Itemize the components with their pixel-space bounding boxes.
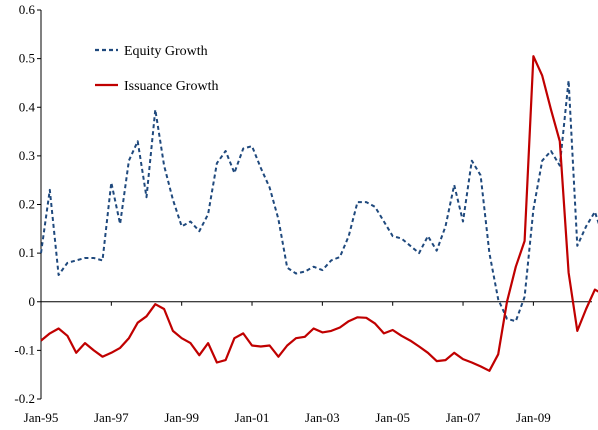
axes [40, 10, 592, 399]
x-tick-label: Jan-99 [164, 410, 199, 425]
x-tick-label: Jan-05 [375, 410, 410, 425]
x-axis-ticks: Jan-95 Jan-97 Jan-99 Jan-01 Jan-03 Jan-05 Jan-… [24, 301, 551, 425]
x-tick-label: Jan-01 [235, 410, 270, 425]
legend-label-equity-growth: Equity Growth [124, 44, 208, 59]
y-tick-label: 0.4 [19, 99, 36, 114]
legend-label-issuance-growth: Issuance Growth [124, 79, 218, 94]
y-tick-label: 0.6 [19, 2, 36, 17]
legend: Equity Growth Issuance Growth [95, 44, 218, 94]
x-tick-label: Jan-97 [94, 410, 129, 425]
y-tick-label: -0.2 [14, 391, 35, 406]
x-tick-label: Jan-09 [516, 410, 551, 425]
x-tick-label: Jan-07 [446, 410, 481, 425]
x-tick-label: Jan-03 [305, 410, 340, 425]
y-tick-label: -0.1 [14, 342, 35, 357]
series-line-equity-growth [40, 79, 598, 323]
y-tick-label: 0.1 [19, 245, 35, 260]
x-tick-label: Jan-95 [24, 410, 59, 425]
y-tick-label: 0 [29, 294, 36, 309]
y-tick-label: 0.2 [19, 197, 35, 212]
series-line-issuance-growth [40, 55, 598, 372]
y-tick-label: 0.3 [19, 148, 35, 163]
y-axis-ticks: -0.2 -0.1 0 0.1 0.2 0.3 0.4 0.5 0.6 [14, 2, 41, 406]
y-tick-label: 0.5 [19, 51, 35, 66]
series-layer [40, 55, 598, 372]
